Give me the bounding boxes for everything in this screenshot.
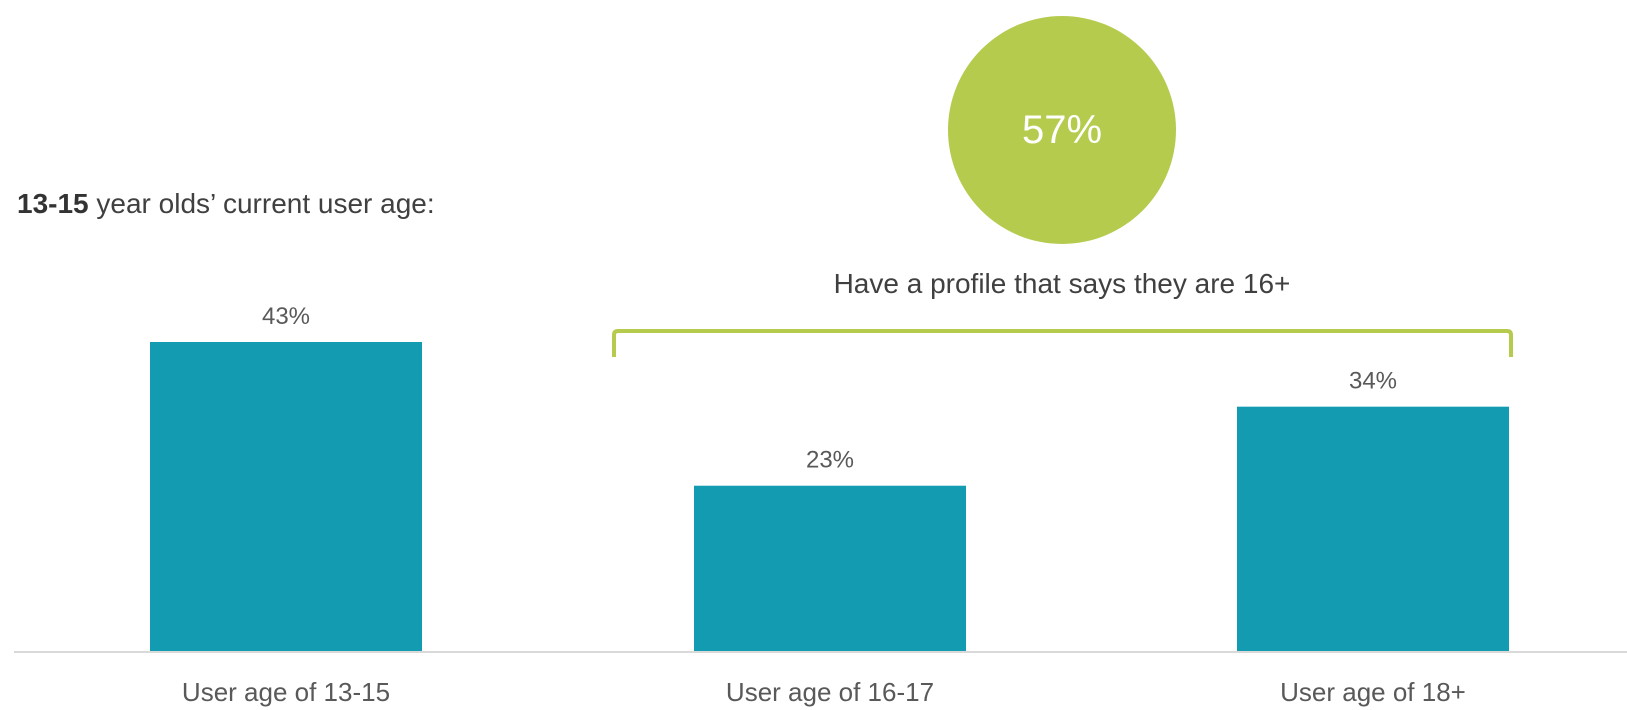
callout-value: 57% — [1022, 108, 1102, 152]
data-label-3: 34% — [1349, 368, 1397, 395]
callout-bracket — [614, 331, 1511, 357]
callout-caption: Have a profile that says they are 16+ — [834, 268, 1291, 299]
data-label-2: 23% — [806, 447, 854, 474]
category-label-3: User age of 18+ — [1280, 677, 1466, 707]
category-label-1: User age of 13-15 — [182, 677, 390, 707]
bar-3 — [1237, 407, 1509, 651]
bars-layer: 43% User age of 13-15 23% User age of 16-17… — [150, 303, 1509, 707]
bar-1 — [150, 342, 422, 651]
data-label-1: 43% — [262, 303, 310, 330]
bar-2 — [694, 486, 966, 651]
category-label-2: User age of 16-17 — [726, 677, 934, 707]
